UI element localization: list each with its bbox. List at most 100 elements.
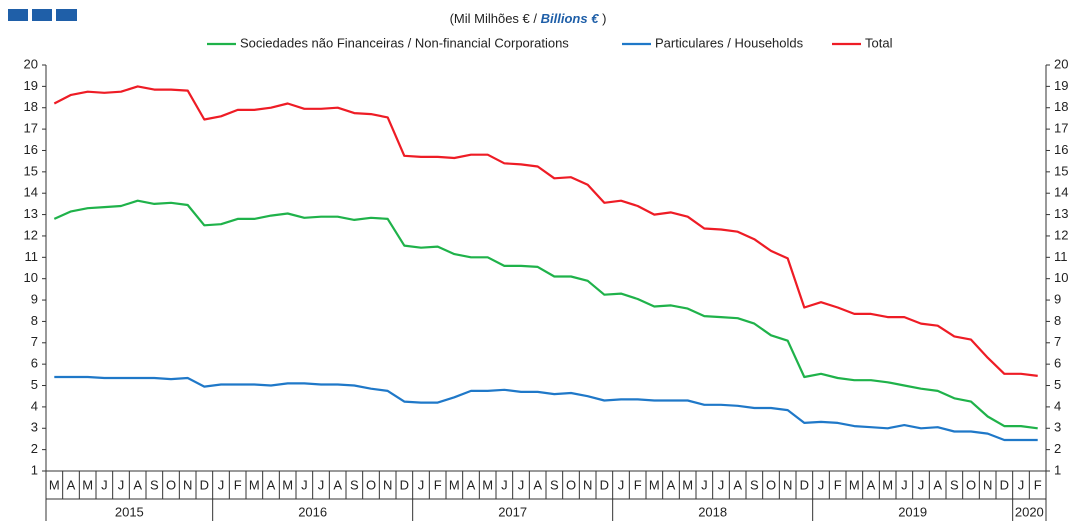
y-tick-label: 20 [24,56,38,71]
x-tick-label: J [218,477,225,492]
y2-tick-label: 8 [1054,313,1061,328]
x-tick-label: D [400,477,409,492]
x-tick-label: F [834,477,842,492]
x-tick-label: M [49,477,60,492]
x-tick-label: A [933,477,942,492]
x-tick-label: J [901,477,908,492]
year-label: 2015 [115,504,144,519]
x-tick-label: S [550,477,559,492]
y2-tick-label: 6 [1054,356,1061,371]
x-tick-label: O [766,477,776,492]
x-tick-label: J [501,477,508,492]
x-tick-label: D [600,477,609,492]
series-line [53,85,1038,377]
legend-label: Total [865,35,893,50]
series-line [53,199,1038,430]
y2-tick-label: 18 [1054,99,1068,114]
x-tick-label: J [518,477,525,492]
y2-tick-label: 12 [1054,227,1068,242]
y2-tick-label: 17 [1054,121,1068,136]
y-tick-label: 3 [31,420,38,435]
x-tick-label: O [966,477,976,492]
x-tick-label: M [882,477,893,492]
x-tick-label: N [983,477,992,492]
y-tick-label: 5 [31,377,38,392]
x-tick-label: F [434,477,442,492]
year-label: 2019 [898,504,927,519]
y-tick-label: 17 [24,121,38,136]
y2-tick-label: 14 [1054,185,1068,200]
year-label: 2016 [298,504,327,519]
y-tick-label: 11 [25,249,39,264]
x-tick-label: F [1034,477,1042,492]
y2-tick-label: 7 [1054,334,1061,349]
x-tick-label: A [733,477,742,492]
x-tick-label: J [701,477,708,492]
y2-tick-label: 10 [1054,270,1068,285]
y2-tick-label: 5 [1054,377,1061,392]
logo-block [56,9,77,21]
x-tick-label: N [383,477,392,492]
y2-tick-label: 16 [1054,142,1068,157]
x-tick-label: A [267,477,276,492]
title-en: Billions € [541,11,600,26]
x-tick-label: O [366,477,376,492]
x-tick-label: J [418,477,425,492]
y2-tick-label: 2 [1054,441,1061,456]
x-tick-label: S [150,477,159,492]
x-tick-label: M [449,477,460,492]
x-tick-label: M [282,477,293,492]
y2-tick-label: 3 [1054,420,1061,435]
year-label: 2017 [498,504,527,519]
x-tick-label: S [350,477,359,492]
y-tick-label: 4 [31,398,38,413]
y-tick-label: 8 [31,313,38,328]
y2-tick-label: 15 [1054,163,1068,178]
y-tick-label: 15 [24,163,38,178]
x-tick-label: A [667,477,676,492]
x-tick-label: M [682,477,693,492]
y2-tick-label: 1 [1054,462,1061,477]
y2-tick-label: 19 [1054,78,1068,93]
x-tick-label: J [1018,477,1025,492]
x-tick-label: J [118,477,125,492]
x-tick-label: O [166,477,176,492]
x-tick-label: O [566,477,576,492]
x-tick-label: S [750,477,759,492]
legend-label: Particulares / Households [655,35,804,50]
x-tick-label: J [718,477,725,492]
y2-tick-label: 4 [1054,398,1061,413]
legend-label: Sociedades não Financeiras / Non-financi… [240,35,569,50]
x-tick-label: A [867,477,876,492]
y-tick-label: 12 [24,227,38,242]
y-tick-label: 10 [24,270,38,285]
x-tick-label: N [783,477,792,492]
x-tick-label: D [200,477,209,492]
x-tick-label: S [950,477,959,492]
x-tick-label: N [583,477,592,492]
logo-block [8,9,28,21]
x-tick-label: M [249,477,260,492]
x-tick-label: J [918,477,925,492]
x-tick-label: D [800,477,809,492]
x-tick-label: A [133,477,142,492]
chart-title: (Mil Milhões € / Billions € ) [450,11,607,26]
y-tick-label: 18 [24,99,38,114]
x-tick-label: A [533,477,542,492]
y-tick-label: 6 [31,356,38,371]
x-tick-label: F [234,477,242,492]
x-tick-label: M [649,477,660,492]
x-tick-label: J [318,477,325,492]
x-tick-label: J [101,477,108,492]
x-tick-label: J [301,477,308,492]
x-tick-label: M [849,477,860,492]
y2-tick-label: 13 [1054,206,1068,221]
x-tick-label: F [634,477,642,492]
x-tick-label: A [67,477,76,492]
x-tick-label: D [1000,477,1009,492]
x-tick-label: M [482,477,493,492]
title-pt: (Mil Milhões € / [450,11,538,26]
y-tick-label: 2 [31,441,38,456]
title-close: ) [602,11,606,26]
